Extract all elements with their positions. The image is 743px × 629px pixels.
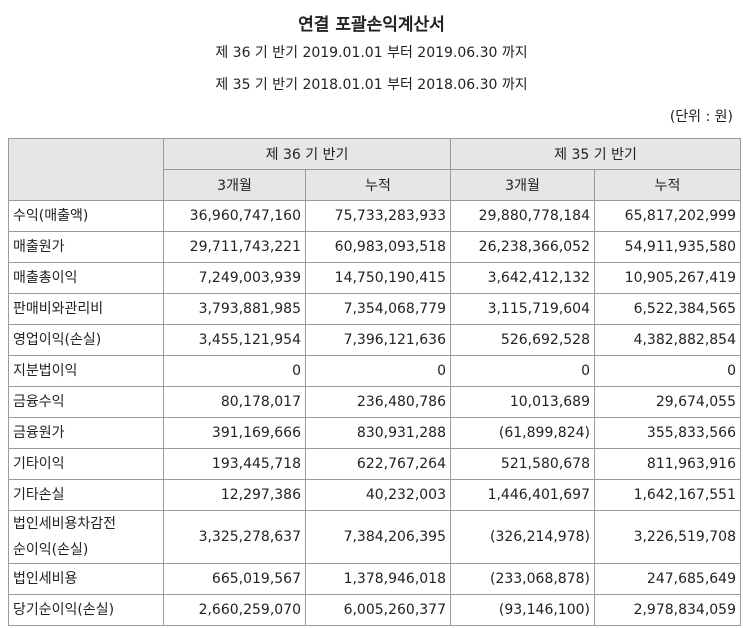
sub-header: 누적 [305,169,451,201]
amount: 665,019,567 [163,563,306,595]
amount: 521,580,678 [450,448,595,480]
amount: 811,963,916 [594,448,741,480]
amount: (93,146,100) [450,594,595,626]
sub-header: 3개월 [163,169,306,201]
amount: 60,983,093,518 [305,231,451,263]
amount: 355,833,566 [594,417,741,449]
sub-header: 누적 [594,169,741,201]
amount: 4,382,882,854 [594,324,741,356]
row-label: 금융수익 [8,386,164,418]
row-label: 기타이익 [8,448,164,480]
unit: (단위 : 원) [669,109,733,125]
corner [8,138,164,201]
row: 금융원가 391,169,666 830,931,288 (61,899,824) 35… [8,417,741,449]
row: 수익(매출액) 36,960,747,160 75,733,283,933 29,88… [8,200,741,232]
row-label: 판매비와관리비 [8,293,164,325]
amount: 2,978,834,059 [594,594,741,626]
row-label: 법인세비용차감전 순이익(손실) [8,510,164,564]
row-label: 금융원가 [8,417,164,449]
amount: (326,214,978) [450,510,595,564]
amount: 6,005,260,377 [305,594,451,626]
amount: 391,169,666 [163,417,306,449]
amount: 40,232,003 [305,479,451,511]
group-header: 제 35 기 반기 [450,138,741,170]
row-label: 매출원가 [8,231,164,263]
row: 영업이익(손실) 3,455,121,954 7,396,121,636 526,69… [8,324,741,356]
amount: 36,960,747,160 [163,200,306,232]
row: 매출총이익 7,249,003,939 14,750,190,415 3,642,41… [8,262,741,294]
amount: 7,354,068,779 [305,293,451,325]
amount: 1,378,946,018 [305,563,451,595]
row-label: 당기순이익(손실) [8,594,164,626]
row-label: 수익(매출액) [8,200,164,232]
amount: 0 [594,355,741,387]
amount: 236,480,786 [305,386,451,418]
amount: 830,931,288 [305,417,451,449]
amount: 247,685,649 [594,563,741,595]
row: 금융수익 80,178,017 236,480,786 10,013,689 29,67… [8,386,741,418]
income-statement: 제 36 기 반기 제 35 기 반기 3개월 누적 3개월 누적 수익(매출액… [8,138,741,626]
amount: 7,384,206,395 [305,510,451,564]
period-prior: 제 35 기 반기 2018.01.01 부터 2018.06.30 까지 [215,77,528,93]
row: 매출원가 29,711,743,221 60,983,093,518 26,238,3… [8,231,741,263]
row: 지분법이익 0 0 0 0 [8,355,741,387]
amount: 65,817,202,999 [594,200,741,232]
amount: 26,238,366,052 [450,231,595,263]
amount: 7,396,121,636 [305,324,451,356]
amount: 14,750,190,415 [305,262,451,294]
row: 기타이익 193,445,718 622,767,264 521,580,678 811… [8,448,741,480]
row: 법인세비용 665,019,567 1,378,946,018 (233,068,87… [8,563,741,595]
amount: 0 [450,355,595,387]
amount: 3,115,719,604 [450,293,595,325]
amount: 29,674,055 [594,386,741,418]
amount: 29,711,743,221 [163,231,306,263]
amount: 6,522,384,565 [594,293,741,325]
group-header: 제 36 기 반기 [163,138,451,170]
amount: 7,249,003,939 [163,262,306,294]
amount: 3,455,121,954 [163,324,306,356]
amount: 12,297,386 [163,479,306,511]
amount: 54,911,935,580 [594,231,741,263]
amount: (61,899,824) [450,417,595,449]
row: 판매비와관리비 3,793,881,985 7,354,068,779 3,115,7… [8,293,741,325]
amount: 10,013,689 [450,386,595,418]
amount: 2,660,259,070 [163,594,306,626]
row: 당기순이익(손실) 2,660,259,070 6,005,260,377 (93,1… [8,594,741,626]
title: 연결 포괄손익계산서 [298,15,445,35]
period-current: 제 36 기 반기 2019.01.01 부터 2019.06.30 까지 [215,45,528,61]
row-label: 기타손실 [8,479,164,511]
amount: 526,692,528 [450,324,595,356]
row: 법인세비용차감전 순이익(손실) 3,325,278,637 7,384,206,3… [8,510,741,564]
amount: 29,880,778,184 [450,200,595,232]
row-label: 영업이익(손실) [8,324,164,356]
sub-header: 3개월 [450,169,595,201]
amount: 3,226,519,708 [594,510,741,564]
amount: 622,767,264 [305,448,451,480]
row-label: 매출총이익 [8,262,164,294]
amount: 0 [305,355,451,387]
amount: 3,642,412,132 [450,262,595,294]
amount: 3,793,881,985 [163,293,306,325]
amount: 1,642,167,551 [594,479,741,511]
amount: 80,178,017 [163,386,306,418]
amount: 75,733,283,933 [305,200,451,232]
amount: 0 [163,355,306,387]
row-label: 법인세비용 [8,563,164,595]
amount: 193,445,718 [163,448,306,480]
amount: (233,068,878) [450,563,595,595]
amount: 1,446,401,697 [450,479,595,511]
row: 기타손실 12,297,386 40,232,003 1,446,401,697 1,6… [8,479,741,511]
row-label: 지분법이익 [8,355,164,387]
amount: 10,905,267,419 [594,262,741,294]
amount: 3,325,278,637 [163,510,306,564]
